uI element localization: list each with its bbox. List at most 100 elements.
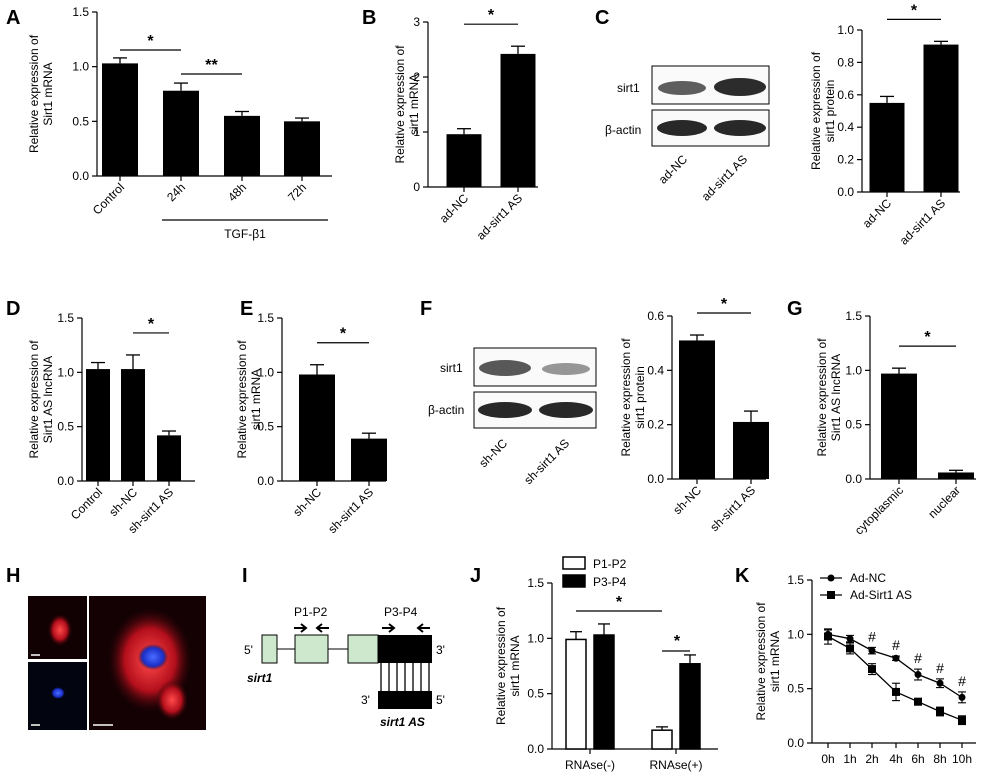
y-tick-label: 0.2 <box>837 153 854 167</box>
x-tick-label: sh-NC <box>670 483 704 517</box>
y-tick-label: 1.0 <box>527 631 544 645</box>
y-tick-label: 1.0 <box>837 23 854 37</box>
legend-marker <box>827 574 835 582</box>
y-axis-label: Relative expression of <box>754 602 768 721</box>
bar <box>733 421 769 479</box>
y-tick-label: 1.5 <box>787 573 804 587</box>
primer-label-p1p2: P1-P2 <box>294 605 328 619</box>
x-tick-label: cytoplasmic <box>852 483 906 537</box>
y-tick-label: 1.0 <box>57 365 74 379</box>
group-label: TGF-β1 <box>224 227 266 241</box>
y-axis-label: Relative expression of <box>235 340 249 459</box>
x-tick-label: sh-NC <box>290 485 324 519</box>
x-tick-label: 1h <box>843 752 856 766</box>
y-tick-label: 0.5 <box>527 687 544 701</box>
y-axis-label: sirt1 protein <box>633 366 647 429</box>
bar-p3-p4 <box>679 663 701 750</box>
y-axis-label: sirt1 mRNA <box>768 631 782 692</box>
significance-mark: * <box>148 316 155 333</box>
legend-swatch <box>562 574 586 588</box>
x-tick-label: sh-NC <box>106 485 140 519</box>
y-axis-label: Relative expression of <box>815 338 829 457</box>
panel-label-a: A <box>6 7 20 29</box>
chart-d: 0.0 0.5 1.0 1.5 Relative expression of Sirt1 … <box>27 311 195 536</box>
significance-mark: * <box>924 329 931 346</box>
x-tick-label: 6h <box>911 752 924 766</box>
y-tick-label: 0.4 <box>647 363 664 377</box>
blot-row-label: sirt1 <box>440 361 463 375</box>
blot-row-label: β-actin <box>605 123 641 137</box>
y-axis-label: Relative expression of <box>809 51 823 170</box>
y-tick-label: 1.5 <box>72 5 89 19</box>
panel-label-c: C <box>595 7 609 29</box>
red-signal <box>48 614 72 646</box>
bar-p1-p2 <box>651 729 673 750</box>
y-tick-label: 0.2 <box>647 418 664 432</box>
data-point <box>868 665 876 674</box>
y-tick-label: 0.6 <box>837 88 854 102</box>
panel-label-i: I <box>242 565 248 587</box>
bar <box>679 340 715 479</box>
y-tick-label: 1.5 <box>845 309 862 323</box>
y-tick-label: 0.5 <box>57 420 74 434</box>
x-tick-label: RNAse(-) <box>565 758 615 772</box>
bar <box>121 369 145 481</box>
data-point <box>824 632 832 641</box>
blot-band <box>539 402 593 418</box>
data-point <box>846 644 854 653</box>
data-point <box>892 687 900 696</box>
primer-arrow-left-icon <box>315 623 329 633</box>
legend-label: Ad-Sirt1 AS <box>850 588 912 602</box>
y-tick-label: 0.5 <box>257 420 274 434</box>
y-tick-label: 1 <box>413 125 420 139</box>
panel-label-j: J <box>470 565 481 587</box>
y-tick-label: 1.0 <box>257 365 274 379</box>
primer-arrow-right-icon <box>294 623 308 633</box>
red-cytoplasm <box>156 680 188 720</box>
x-tick-label: ad-NC <box>437 191 472 226</box>
primer-label-p3p4: P3-P4 <box>384 605 418 619</box>
x-tick-label: 24h <box>164 180 188 204</box>
bar <box>224 115 260 176</box>
bar <box>284 121 320 176</box>
y-tick-label: 0.5 <box>787 682 804 696</box>
y-axis-label: Relative expression of <box>619 338 633 457</box>
chart-j: 0.0 0.5 1.0 1.5 Relative expression of sirt1 … <box>494 556 718 772</box>
y-axis-label: sirt1 mRNA <box>508 635 522 696</box>
chart-a: 0.0 0.5 1.0 1.5 Relative expression of Sirt1 … <box>27 5 332 241</box>
significance-mark: * <box>911 2 918 19</box>
chart-f: 0.0 0.2 0.4 0.6 Relative expression of sirt1 … <box>619 296 769 534</box>
y-tick-label: 0.0 <box>57 474 74 488</box>
bar <box>446 134 482 187</box>
y-tick-label: 0.8 <box>837 55 854 69</box>
western-blot-f: sirt1 β-actin sh-NC sh-sirt1 AS <box>428 347 597 487</box>
blot-band <box>714 120 766 136</box>
x-tick-label: 72h <box>285 180 309 204</box>
fish-microscopy-images <box>28 596 206 730</box>
blot-lane-label: ad-NC <box>656 152 691 187</box>
strand-end-label: 5' <box>436 693 445 707</box>
panel-label-g: G <box>787 298 803 320</box>
chart-c: 0.0 0.2 0.4 0.6 0.8 1.0 Relative expression of… <box>809 2 960 248</box>
significance-mark: # <box>936 660 944 676</box>
antisense-exon <box>378 691 432 709</box>
bar <box>881 373 917 479</box>
y-tick-label: 0.0 <box>72 169 89 183</box>
blot-lane-label: ad-sirt1 AS <box>699 152 750 203</box>
y-tick-label: 1.0 <box>72 60 89 74</box>
y-tick-label: 2 <box>413 70 420 84</box>
strand-end-label: 5' <box>244 643 253 657</box>
significance-mark: # <box>868 628 876 644</box>
y-axis-label: sirt1 mRNA <box>407 74 421 135</box>
significance-mark: * <box>340 326 347 343</box>
y-axis-label: Relative expression of <box>27 34 41 153</box>
significance-mark: * <box>721 296 728 313</box>
x-tick-label: 10h <box>952 752 972 766</box>
panel-label-f: F <box>420 298 432 320</box>
y-axis-label: Relative expression of <box>27 340 41 459</box>
bar <box>938 472 974 479</box>
significance-mark: # <box>892 637 900 653</box>
y-tick-label: 0.0 <box>837 185 854 199</box>
x-tick-label: sh-sirt1 AS <box>707 483 758 534</box>
